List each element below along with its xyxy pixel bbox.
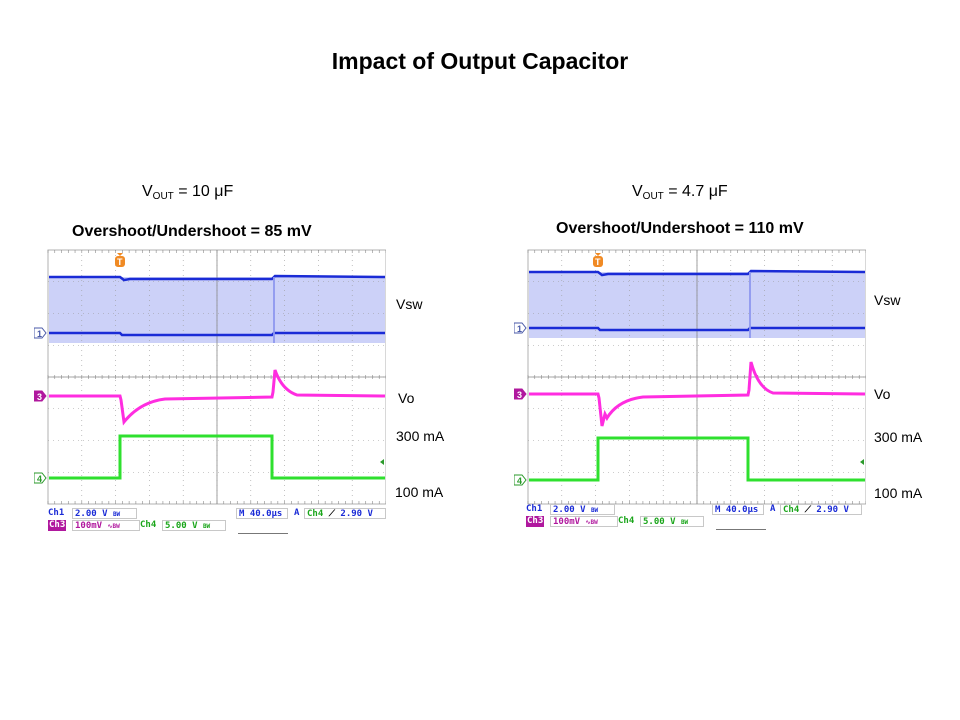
ch1-trace-low (529, 326, 865, 332)
ch3-marker-icon-label: 3 (37, 392, 42, 402)
ch4-scale: 5.00 V BW (640, 516, 704, 527)
trigger-level: 2.90 V (340, 509, 373, 519)
label-100ma-right: 100 mA (874, 485, 923, 501)
trigger-readout: Ch4 ⟋ 2.90 V (304, 508, 386, 519)
ch1-scale: 2.00 V BW (550, 504, 615, 515)
ch1-marker-icon (514, 322, 527, 334)
trigger-mode: A (770, 504, 776, 514)
trigger-position-icon (595, 253, 601, 256)
ch3-scale-value: 100mV (75, 521, 103, 531)
overshoot-label-left: Overshoot/Undershoot = 85 mV (72, 223, 312, 240)
ch3-trace-vo (529, 361, 866, 427)
vout-prefix: V (142, 183, 153, 200)
ch4-label: Ch4 (140, 520, 157, 530)
trigger-marker-icon (593, 256, 603, 267)
label-vo-left: Vo (398, 390, 415, 406)
oscilloscope-capture-right: 1 3 4 T Ch1 2.00 V BW Ch3 100mV ∿BW Ch4 5.0… (514, 246, 866, 536)
timebase: M 40.0μs (712, 504, 764, 515)
ch4-bw-icon: BW (680, 519, 689, 526)
timebase: M 40.0μs (236, 508, 288, 519)
label-100ma-left: 100 mA (395, 484, 444, 500)
ch3-scale: 100mV ∿BW (550, 516, 618, 527)
ch1-label: Ch1 (526, 504, 543, 514)
ch1-marker-icon-label: 1 (517, 324, 522, 334)
vout-value: = 10 μF (178, 183, 234, 200)
ch1-trace-high (49, 274, 386, 282)
ch3-scale-value: 100mV (553, 517, 581, 527)
scope-display: 1 3 4 T (34, 249, 386, 505)
trigger-readout: Ch4 ⟋ 2.90 V (780, 504, 862, 515)
ch3-marker-icon (34, 390, 47, 402)
ch3-label: Ch3 (526, 516, 545, 527)
ch4-scale-value: 5.00 V (165, 521, 198, 531)
vout-value: = 4.7 μF (668, 183, 728, 200)
ch4-marker-icon (34, 472, 47, 484)
trigger-mode: A (294, 508, 300, 518)
trigger-marker-label: T (595, 257, 601, 267)
ch1-marker-icon (34, 327, 47, 339)
ch4-scale: 5.00 V BW (162, 520, 226, 531)
divider-line (238, 533, 288, 534)
scope-status-bar: Ch1 2.00 V BW Ch3 100mV ∿BW Ch4 5.00 V B… (526, 504, 864, 530)
trigger-level-icon (860, 459, 864, 465)
label-300ma-left: 300 mA (396, 428, 445, 444)
scope-status-bar: Ch1 2.00 V BW Ch3 100mV ∿BW Ch4 5.00 V B… (48, 508, 386, 534)
scope-display: 1 3 4 T (514, 249, 866, 505)
ch3-scale: 100mV ∿BW (72, 520, 140, 531)
ch3-bw-icon: ∿BW (585, 519, 598, 526)
divider-line (716, 529, 766, 530)
ch1-label: Ch1 (48, 508, 65, 518)
ch4-trace-current (529, 436, 865, 482)
label-vsw-left: Vsw (396, 296, 423, 312)
trigger-source: Ch4 (783, 505, 800, 515)
label-vo-right: Vo (874, 386, 891, 402)
ch1-bw-icon: BW (112, 511, 121, 518)
ch1-bw-icon: BW (590, 507, 599, 514)
ch4-marker-icon (514, 474, 527, 486)
vout-heading-left: VOUT = 10 μF (142, 183, 233, 202)
ch4-trace-current (49, 434, 385, 480)
vout-subscript: OUT (152, 191, 174, 202)
ch4-label: Ch4 (618, 516, 635, 526)
overshoot-label-right: Overshoot/Undershoot = 110 mV (556, 220, 804, 237)
ch1-scale-value: 2.00 V (75, 509, 108, 519)
ch1-marker-icon-label: 1 (37, 329, 42, 339)
oscilloscope-capture-left: 1 3 4 T Ch1 2.00 V BW Ch3 100mV ∿BW Ch4 5.0… (34, 246, 386, 536)
ch3-trace-vo (49, 369, 386, 426)
trigger-position-icon (117, 253, 123, 256)
vout-heading-right: VOUT = 4.7 μF (632, 183, 728, 202)
ch4-marker-icon-label: 4 (517, 476, 522, 486)
ch1-trace-high (529, 269, 866, 277)
trigger-marker-label: T (117, 257, 123, 267)
trigger-slope-icon: ⟋ (804, 505, 811, 515)
ch4-bw-icon: BW (202, 523, 211, 530)
ch3-marker-icon (514, 388, 527, 400)
vout-prefix: V (632, 183, 643, 200)
trigger-level: 2.90 V (816, 505, 849, 515)
slide-title: Impact of Output Capacitor (331, 48, 629, 74)
trigger-marker-icon (115, 256, 125, 267)
label-vsw-right: Vsw (874, 292, 901, 308)
ch3-label: Ch3 (48, 520, 67, 531)
ch3-marker-icon-label: 3 (517, 390, 522, 400)
trigger-slope-icon: ⟋ (328, 509, 335, 519)
ch1-scale: 2.00 V BW (72, 508, 137, 519)
ch3-bw-icon: ∿BW (107, 523, 120, 530)
ch4-marker-icon-label: 4 (37, 474, 42, 484)
ch1-scale-value: 2.00 V (553, 505, 586, 515)
trigger-level-icon (380, 459, 384, 465)
vout-subscript: OUT (642, 191, 664, 202)
ch4-scale-value: 5.00 V (643, 517, 676, 527)
ch1-trace-low (49, 331, 385, 337)
label-300ma-right: 300 mA (874, 429, 923, 445)
trigger-source: Ch4 (307, 509, 324, 519)
